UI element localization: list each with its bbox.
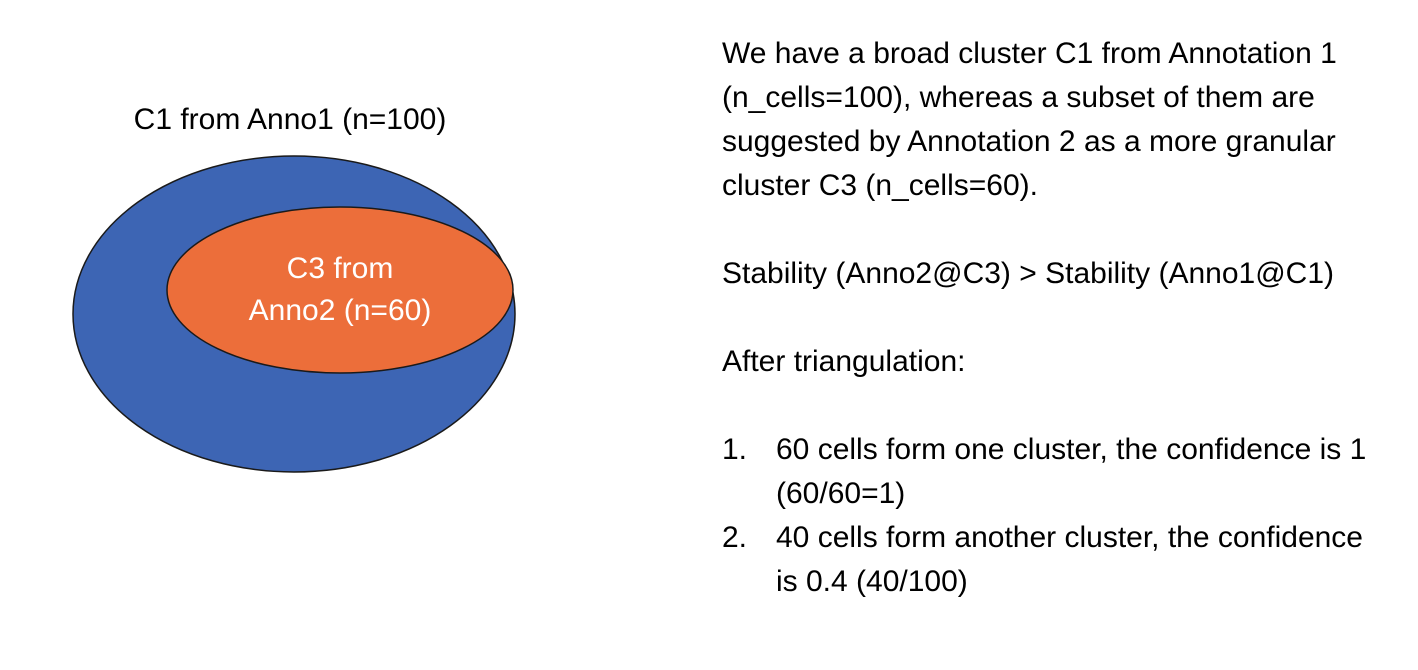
inner-ellipse-label: C3 from Anno2 (n=60) <box>168 248 512 332</box>
spacer <box>722 384 1392 428</box>
inner-label-line2: Anno2 (n=60) <box>248 294 432 327</box>
list-item: 1. 60 cells form one cluster, the confid… <box>722 428 1392 516</box>
intro-paragraph: We have a broad cluster C1 from Annotati… <box>722 37 1337 202</box>
list-item: 2. 40 cells form another cluster, the co… <box>722 516 1392 604</box>
list-item-number: 2. <box>722 521 748 554</box>
inner-label-line1: C3 from <box>286 252 394 285</box>
list-item-text: 60 cells form one cluster, the confidenc… <box>776 433 1367 510</box>
inner-ellipse-c3 <box>166 206 514 374</box>
result-list: 1. 60 cells form one cluster, the confid… <box>722 428 1392 604</box>
list-item-text: 40 cells form another cluster, the confi… <box>776 521 1363 598</box>
outer-ellipse-label: C1 from Anno1 (n=100) <box>133 103 447 136</box>
stability-statement: Stability (Anno2@C3) > Stability (Anno1@… <box>722 257 1335 290</box>
list-item-number: 1. <box>722 433 748 466</box>
spacer <box>722 208 1392 252</box>
after-triangulation-heading: After triangulation: <box>722 345 966 378</box>
spacer <box>722 296 1392 340</box>
venn-diagram: C1 from Anno1 (n=100) C3 from Anno2 (n=6… <box>0 0 540 670</box>
explanation-panel: We have a broad cluster C1 from Annotati… <box>722 32 1392 604</box>
ellipse-shapes <box>72 155 516 473</box>
